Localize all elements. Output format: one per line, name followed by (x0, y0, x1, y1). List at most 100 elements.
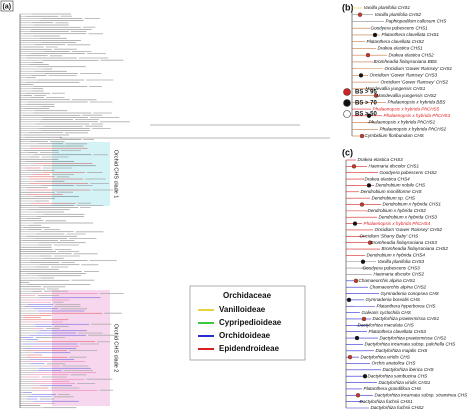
bs-node (365, 53, 371, 58)
leaf-label: Bromheadia finlaysoniana BBS (374, 59, 438, 64)
leaf-label: Platanthera clavellata CHS3 (369, 329, 427, 334)
legend-label: Vanilloideae (219, 305, 266, 314)
leaf-label: Oncidium 'Gower Ramsey' CHS3 (370, 73, 438, 78)
leaf-label: Dactylorhiza sambucina CHS (368, 373, 429, 378)
legend-title: Orchidaceae (223, 291, 272, 300)
leaf-label: Dendrobium x hybrida CHS4 (367, 253, 426, 258)
leaf-label: Vanilla planifolia CHS2 (375, 12, 422, 17)
leaf-label: Phalaenopsis x hybrida PhCHS3 (384, 113, 451, 118)
leaf-label: Gymnadenia borealis CHS (366, 297, 421, 302)
leaf-label: Goodyera pubescens CHS2 (380, 170, 438, 175)
leaf-label: Platanthera grandiflora CHS (364, 386, 422, 391)
bs-node (351, 164, 357, 169)
leaf-label: Haemaria discolor CHS1 (369, 164, 420, 169)
bs-node (366, 113, 372, 118)
clade1-box (52, 142, 110, 206)
leaf-label: Dactylorhiza fuchsii CHS1 (360, 399, 414, 404)
leaf-label: Phalaenopsis x hybrida PhCHS2 (380, 126, 447, 131)
bs-node (359, 133, 365, 139)
leaf-label: Oncidium 'Gower Ramsey' CHS2 (375, 227, 443, 232)
leaf-label: Dendrobium x hybrida CHS1 (383, 202, 442, 207)
bs-node (372, 32, 378, 38)
bs-node (353, 278, 359, 283)
leaf-label: Drakea elastica CHS2 (389, 52, 435, 57)
bs-node (373, 93, 379, 98)
bs-node (352, 221, 358, 226)
bs-node (362, 374, 368, 379)
leaf-label: Masdevallia yungensis CHS2 (377, 93, 437, 98)
leaf-label: Dactylorhiza viridis CHS (361, 354, 411, 359)
bs-node (354, 335, 360, 341)
leaf-label: Gymnadenia conopsea CHS (381, 291, 440, 296)
leaf-label: Dendrobium moniliforme CHS (361, 189, 423, 194)
clade2-label: Orchid CHS clade 2 (113, 324, 119, 373)
leaf-label: Dactylorhiza iberica CHS (383, 367, 435, 372)
legend-label: Epidendroideae (219, 344, 280, 353)
bs-node (357, 12, 363, 17)
leaf-label: Drakea elastica CHS1 (378, 46, 424, 51)
bs-legend-marker (343, 110, 351, 118)
leaf-label: Phalaenopsis x hybrida PhCHS1 (369, 120, 436, 125)
leaf-label: Haemaria discolor CHS2 (374, 272, 425, 277)
leaf-label: Drakea elastica CHS3 (358, 157, 404, 162)
leaf-label: Bromheadia finlaysoniana CHS2 (382, 246, 449, 251)
bs-legend-marker (343, 88, 351, 96)
panel-a-label: (a) (3, 3, 12, 10)
bs-node (355, 393, 361, 398)
bs-node (360, 259, 366, 264)
bs-node (358, 73, 364, 78)
clade1-label: Orchid CHS clade 1 (113, 150, 119, 199)
leaf-label: Cymbidium floribundum CHS (365, 133, 425, 138)
leaf-label: Drakea elastica CHS4 (365, 176, 411, 181)
leaf-label: Oncidium 'Gower Ramsey' CHS1 (385, 66, 453, 71)
leaf-label: Platanthera clavellata CHS1 (382, 32, 440, 37)
leaf-label: Oncidium 'Gower Ramsey' CHS2 (381, 79, 449, 84)
leaf-label: Platanthera hyperborea CHS (377, 303, 437, 308)
leaf-label: Dactylorhiza fuchsii CHS2 (371, 405, 425, 410)
leaf-label: Dactylorhiza praetermissa CHS1 (373, 316, 440, 321)
leaf-label: Vanilla planifolia CHS1 (364, 5, 411, 10)
leaf-label: Galearis cyclochila CHS (362, 310, 412, 315)
clade2-box (52, 290, 110, 406)
bs-legend-label: BS > 95 (355, 90, 378, 96)
leaf-label: Platanthera clavellata CHS2 (367, 39, 425, 44)
leaf-label: Phalaenopsis x hybrida PhCHS5 (373, 106, 440, 111)
leaf-label: Goodyera pubescens CHS3 (363, 265, 421, 270)
panel-a-frame (0, 0, 14, 12)
bs-legend-label: BS > 50 (355, 112, 378, 118)
bs-node (346, 297, 352, 303)
leaf-label: Dendrobium x hybrida CHS3 (379, 214, 438, 219)
panel-c-label: (c) (342, 147, 353, 157)
leaf-label: Phalaenopsis x hybrida BBS (388, 100, 447, 105)
leaf-label: Dactylorhiza maculata CHS (358, 323, 415, 328)
leaf-label: Dactylorhiza praetermissa CHS2 (380, 335, 447, 340)
leaf-label: Dactylorhiza majalis CHS (376, 348, 429, 353)
bs-node (366, 183, 372, 188)
leaf-label: Masdevallia yungensis CHS1 (366, 86, 426, 91)
leaf-label: Vanilla planifolia CHS3 (378, 259, 425, 264)
leaf-label: Orchis anatolica CHS (372, 361, 417, 366)
bs-legend-marker (343, 99, 351, 107)
legend-label: Cypripedioideae (219, 318, 282, 327)
panel-b-label: (b) (342, 2, 354, 12)
leaf-label: Oncidium 'Sharry Baby' CHS (360, 234, 420, 239)
leaf-label: Goodyera pubescens CHS1 (371, 25, 429, 30)
bs-node (367, 240, 373, 245)
legend-label: Orchidoideae (219, 331, 271, 340)
leaf-label: Dendrobium x hybrida CHS2 (368, 208, 427, 213)
leaf-label: Dactylorhiza incarnata subsp. pulchella … (365, 342, 457, 347)
leaf-label: Chamaeorchis alpina CHS2 (370, 284, 427, 289)
leaf-label: Dendrobium sp. CHS (372, 195, 416, 200)
leaf-label: Dactylorhiza incarnata subsp. straminea … (375, 393, 469, 398)
leaf-label: Dactylorhiza viridis CHS1 (379, 380, 431, 385)
bs-node (361, 316, 367, 322)
bs-legend-label: BS > 70 (355, 101, 378, 107)
leaf-label: Paphiopedilum callosum CHS (386, 19, 448, 24)
bs-node (347, 354, 353, 360)
leaf-label: Phalaenopsis x hybrida PhCHS4 (364, 221, 431, 226)
leaf-label: Dendrobium nobile CHS (376, 183, 426, 188)
bs-node (359, 202, 365, 207)
leaf-label: Chamaeorchis alpina CHS1 (359, 278, 416, 283)
leaf-label: Bromheadia finlaysoniana CHS3 (371, 240, 438, 245)
